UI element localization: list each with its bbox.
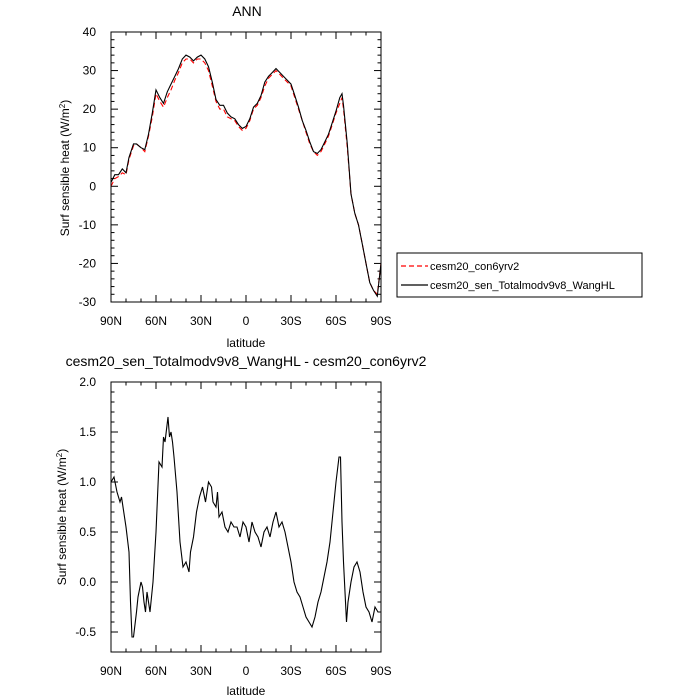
bottom-chart-x-tick-label: 60S <box>325 664 346 678</box>
top-chart-x-tick-label: 30N <box>190 314 212 328</box>
top-chart-y-tick-label: 10 <box>83 141 97 155</box>
top-chart: ANN 90N 60N 30N 0 30S 60S 90S -30 -20 -10 0 10 20 30 4… <box>58 3 643 350</box>
bottom-chart-y-tick-label: 0.5 <box>79 525 96 539</box>
top-chart-y-tick-label: 20 <box>83 102 97 116</box>
top-chart-series <box>110 54 382 298</box>
bottom-chart-xlabel: latitude <box>227 684 266 698</box>
bottom-chart-x-tick-label: 0 <box>243 664 250 678</box>
legend: cesm20_con6yrv2 cesm20_sen_Totalmodv9v8_… <box>396 252 643 298</box>
bottom-chart-title: cesm20_sen_Totalmodv9v8_WangHL - cesm20_… <box>66 353 427 369</box>
bottom-chart-y-tick-label: 1.0 <box>79 475 96 489</box>
bottom-chart-x-tick-label: 90S <box>370 664 391 678</box>
legend-frame <box>396 252 643 298</box>
top-chart-y-tick-label: -10 <box>79 218 97 232</box>
bottom-chart-plot-frame <box>110 381 382 653</box>
top-chart-y-tick-label: 40 <box>83 25 97 39</box>
top-chart-y-tick-label: -30 <box>79 295 97 309</box>
bottom-chart: cesm20_sen_Totalmodv9v8_WangHL - cesm20_… <box>55 353 427 698</box>
top-chart-y-tick-label: -20 <box>79 256 97 270</box>
top-chart-series-line-1 <box>110 54 382 298</box>
top-chart-series-line-0 <box>110 58 382 296</box>
bottom-chart-y-tick-label: 1.5 <box>79 425 96 439</box>
top-chart-ylabel: Surf sensible heat (W/m2) <box>58 100 72 237</box>
top-chart-x-tick-label: 60S <box>325 314 346 328</box>
bottom-chart-ylabel: Surf sensible heat (W/m2) <box>55 449 69 586</box>
top-chart-plot-frame <box>110 31 382 303</box>
top-chart-title: ANN <box>232 3 262 19</box>
top-chart-x-tick-label: 0 <box>243 314 250 328</box>
top-chart-y-tick-label: 30 <box>83 64 97 78</box>
bottom-chart-y-tick-label: -0.5 <box>75 625 96 639</box>
bottom-chart-y-tick-label: 0.0 <box>79 575 96 589</box>
legend-label-sensitivity: cesm20_sen_Totalmodv9v8_WangHL <box>430 280 615 292</box>
top-chart-xlabel: latitude <box>227 336 266 350</box>
top-chart-ticks: 90N 60N 30N 0 30S 60S 90S -30 -20 -10 0 10 20 30 40 <box>79 25 392 328</box>
top-chart-x-tick-label: 90N <box>100 314 122 328</box>
bottom-chart-series-line-0 <box>110 416 381 638</box>
bottom-chart-x-tick-label: 60N <box>145 664 167 678</box>
bottom-chart-y-tick-label: 2.0 <box>79 375 96 389</box>
bottom-chart-x-tick-label: 30N <box>190 664 212 678</box>
bottom-chart-x-tick-label: 30S <box>280 664 301 678</box>
top-chart-y-tick-label: 0 <box>89 179 96 193</box>
bottom-chart-x-tick-label: 90N <box>100 664 122 678</box>
bottom-chart-series <box>110 416 381 638</box>
top-chart-x-tick-label: 30S <box>280 314 301 328</box>
top-chart-x-tick-label: 60N <box>145 314 167 328</box>
top-chart-x-tick-label: 90S <box>370 314 391 328</box>
legend-label-control: cesm20_con6yrv2 <box>430 261 519 273</box>
